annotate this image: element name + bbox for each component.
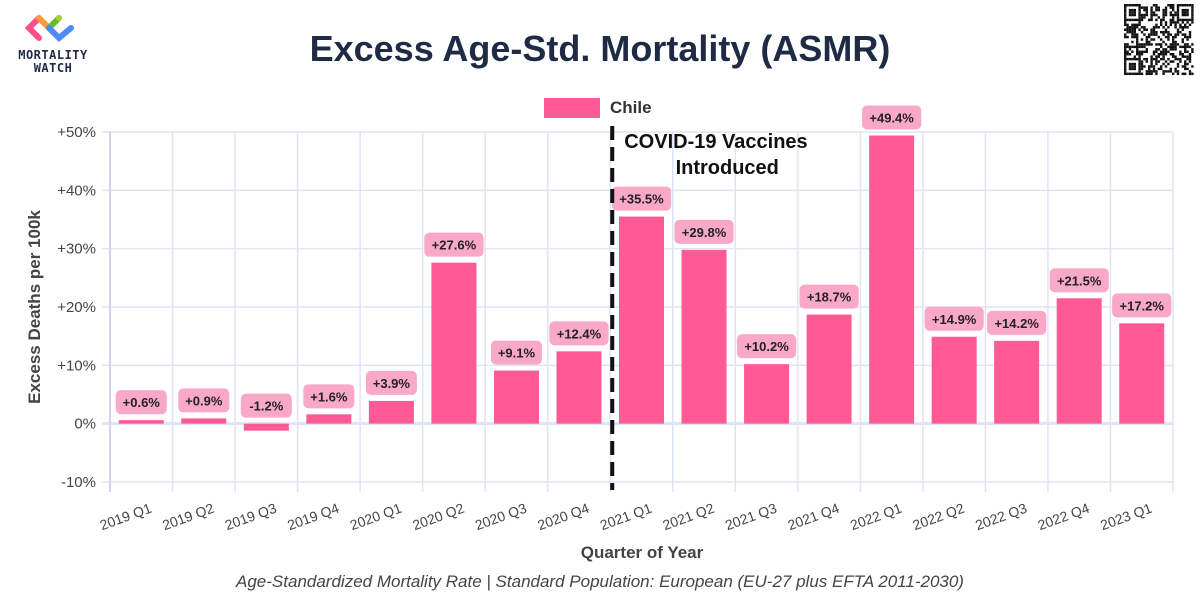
bar-2021-q4 — [806, 314, 852, 424]
x-tick-label: 2021 Q1 — [598, 500, 654, 533]
x-tick-label: 2022 Q1 — [848, 500, 904, 533]
data-label: -1.2% — [249, 399, 283, 414]
data-label-bg — [736, 334, 797, 359]
x-tick-label: 2019 Q1 — [98, 500, 154, 533]
bar-2023-q1 — [1119, 323, 1165, 424]
x-tick-label: 2019 Q4 — [285, 500, 341, 533]
data-label: +9.1% — [498, 346, 536, 361]
bar-2020-q1 — [368, 400, 414, 424]
logo-icon — [24, 15, 74, 43]
legend[interactable]: Chile — [544, 98, 652, 118]
bar-2020-q2 — [431, 262, 477, 424]
x-tick-label: 2020 Q1 — [348, 500, 404, 533]
chart-title: Excess Age-Std. Mortality (ASMR) — [309, 28, 891, 69]
x-tick-label: 2020 Q3 — [473, 500, 529, 533]
x-tick-label: 2022 Q4 — [1036, 500, 1092, 533]
data-label: +1.6% — [310, 389, 348, 404]
y-tick-label: +40% — [57, 182, 96, 199]
bar-2021-q3 — [744, 364, 790, 424]
legend-label: Chile — [610, 98, 652, 117]
data-label-bg — [987, 310, 1047, 335]
data-label-bg — [674, 219, 734, 244]
bar-2021-q1 — [618, 216, 665, 424]
data-label-bg — [365, 370, 417, 395]
x-tick-label: 2021 Q3 — [723, 500, 779, 533]
legend-swatch — [544, 98, 600, 118]
footer-caption: Age-Standardized Mortality Rate | Standa… — [236, 572, 964, 591]
data-label: +49.4% — [869, 111, 914, 126]
bar-2019-q4 — [306, 414, 352, 424]
data-label: +21.5% — [1057, 273, 1102, 288]
bar-2020-q3 — [493, 370, 539, 424]
x-tick-label: 2022 Q3 — [973, 500, 1029, 533]
y-tick-label: +10% — [57, 357, 96, 374]
data-label-bg — [862, 105, 922, 130]
bar-2022-q4 — [1056, 298, 1102, 424]
data-label-bg — [611, 186, 672, 211]
bar-2022-q2 — [931, 336, 977, 424]
data-label-bg — [490, 340, 542, 365]
y-tick-label: +50% — [57, 124, 96, 141]
data-label: +35.5% — [619, 192, 664, 207]
data-label-bg — [799, 284, 859, 309]
data-label-bg — [924, 306, 984, 331]
x-tick-label: 2019 Q2 — [160, 500, 216, 533]
data-label-bg — [1112, 293, 1172, 318]
y-axis-label: Excess Deaths per 100k — [25, 210, 44, 404]
x-tick-label: 2021 Q4 — [785, 500, 841, 533]
data-label: +14.9% — [932, 312, 977, 327]
qr-code — [1124, 4, 1194, 76]
x-axis-label: Quarter of Year — [581, 543, 704, 562]
data-label: +0.9% — [185, 393, 223, 408]
data-label: +27.6% — [432, 238, 477, 253]
bar-2022-q1 — [869, 135, 915, 424]
x-tick-label: 2022 Q2 — [910, 500, 966, 533]
data-label-bg — [115, 390, 167, 415]
data-label-bg — [1049, 268, 1109, 293]
y-tick-label: -10% — [61, 474, 96, 491]
x-tick-label: 2021 Q2 — [660, 500, 716, 533]
data-label: +10.2% — [744, 339, 789, 354]
data-label: +29.8% — [682, 225, 727, 240]
annotation-line1: COVID-19 Vaccines — [624, 131, 807, 153]
y-tick-label: 0% — [74, 416, 96, 433]
data-label: +0.6% — [123, 395, 161, 410]
mortality-watch-logo: MORTALITY WATCH — [8, 12, 98, 75]
bar-2019-q1 — [118, 420, 164, 424]
annotation-line2: Introduced — [676, 157, 779, 179]
data-label-bg — [303, 384, 355, 409]
data-label: +14.2% — [994, 316, 1039, 331]
bar-2020-q4 — [556, 351, 602, 424]
logo-text-line1: MORTALITY — [18, 48, 88, 62]
data-label-bg — [424, 232, 484, 257]
bar-2019-q3 — [243, 423, 289, 431]
bar-2021-q2 — [681, 249, 727, 424]
data-label-bg — [178, 388, 230, 413]
y-tick-label: +20% — [57, 299, 96, 316]
x-tick-label: 2020 Q2 — [410, 500, 466, 533]
logo-text-line2: WATCH — [33, 61, 73, 75]
data-label: +3.9% — [373, 376, 411, 391]
data-label: +17.2% — [1120, 298, 1165, 313]
y-tick-label: +30% — [57, 241, 96, 258]
data-label-bg — [240, 393, 292, 418]
x-tick-label: 2023 Q1 — [1098, 500, 1154, 533]
x-tick-label: 2020 Q4 — [535, 500, 591, 533]
data-label: +18.7% — [807, 290, 852, 305]
x-tick-label: 2019 Q3 — [223, 500, 279, 533]
bar-2022-q3 — [994, 340, 1040, 424]
data-label-bg — [549, 321, 609, 346]
data-label: +12.4% — [557, 326, 602, 341]
bar-2019-q2 — [181, 418, 227, 424]
